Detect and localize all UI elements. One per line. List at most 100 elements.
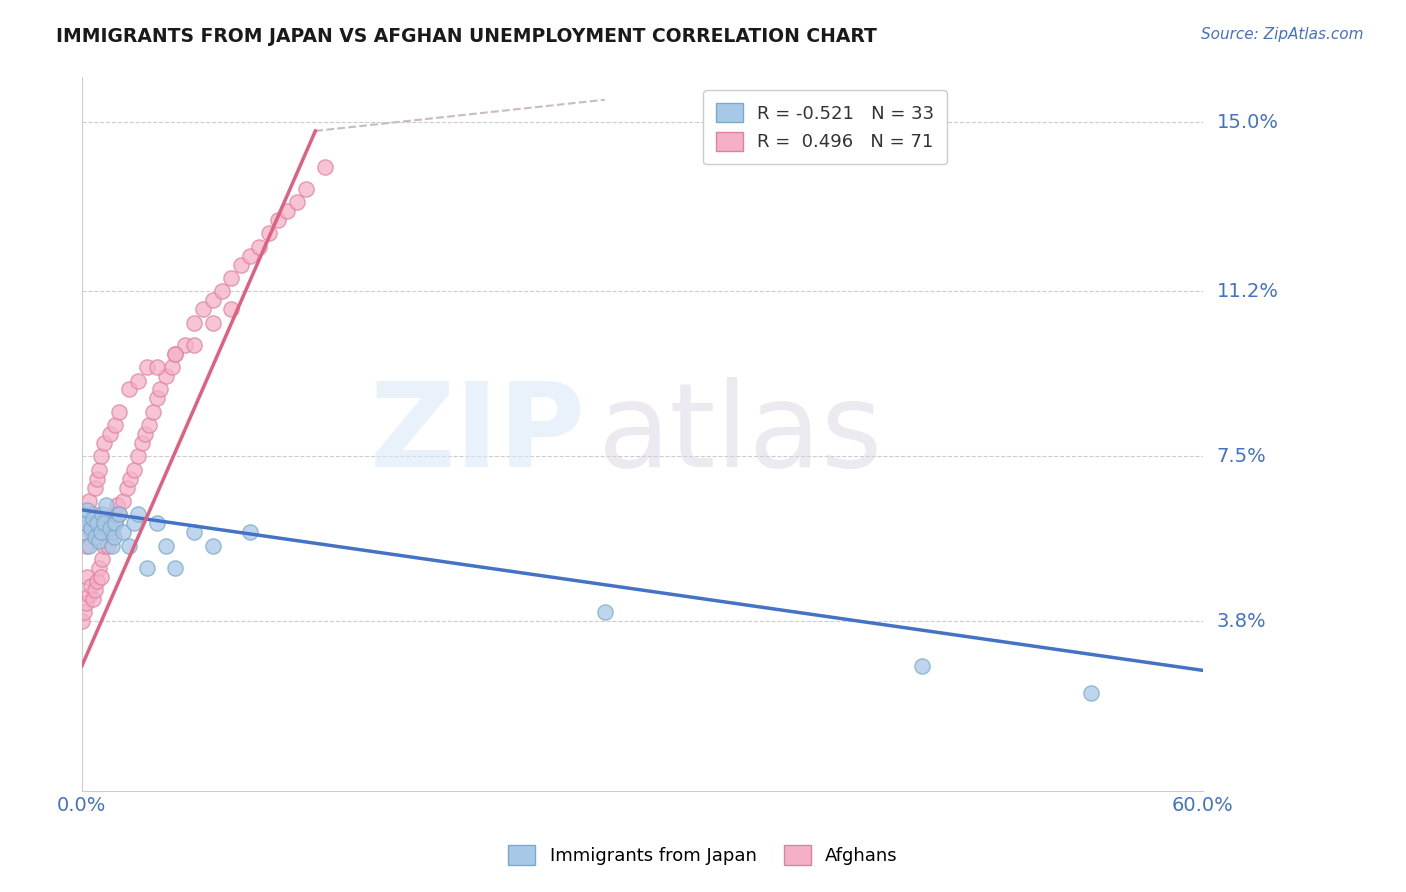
Point [127, 508, 149, 522]
Point [138, 418, 160, 433]
Point [86, 574, 108, 589]
Point [70, 615, 93, 629]
Point [136, 561, 159, 575]
Point [314, 160, 336, 174]
Point [201, 293, 224, 308]
Point [285, 195, 308, 210]
Text: 7.5%: 7.5% [1216, 447, 1267, 466]
Point [80, 525, 103, 540]
Point [111, 494, 134, 508]
Point [108, 508, 131, 522]
Point [165, 347, 187, 361]
Point [76, 503, 98, 517]
Point [103, 508, 125, 522]
Point [122, 516, 145, 531]
Point [165, 347, 187, 361]
Point [98, 427, 121, 442]
Point [98, 521, 121, 535]
Point [73, 606, 96, 620]
Point [98, 516, 121, 531]
Point [149, 383, 172, 397]
Point [201, 539, 224, 553]
Point [155, 369, 177, 384]
Point [160, 360, 183, 375]
Point [117, 539, 139, 553]
Text: IMMIGRANTS FROM JAPAN VS AFGHAN UNEMPLOYMENT CORRELATION CHART: IMMIGRANTS FROM JAPAN VS AFGHAN UNEMPLOY… [56, 27, 877, 45]
Point [87, 463, 110, 477]
Point [173, 338, 195, 352]
Point [165, 561, 187, 575]
Point [136, 360, 159, 375]
Point [93, 516, 115, 531]
Point [105, 499, 128, 513]
Text: 15.0%: 15.0% [1216, 112, 1278, 131]
Point [257, 227, 280, 241]
Point [90, 570, 112, 584]
Point [100, 525, 122, 540]
Point [193, 302, 215, 317]
Point [239, 249, 262, 263]
Point [82, 512, 104, 526]
Point [104, 516, 127, 531]
Point [134, 427, 156, 442]
Point [276, 204, 298, 219]
Point [117, 383, 139, 397]
Point [267, 213, 290, 227]
Point [87, 534, 110, 549]
Point [122, 463, 145, 477]
Point [84, 530, 107, 544]
Legend: R = -0.521   N = 33, R =  0.496   N = 71: R = -0.521 N = 33, R = 0.496 N = 71 [703, 90, 948, 164]
Point [593, 606, 616, 620]
Text: 3.8%: 3.8% [1216, 612, 1267, 631]
Point [183, 316, 205, 330]
Point [82, 592, 104, 607]
Point [84, 481, 107, 495]
Point [75, 516, 97, 531]
Point [183, 525, 205, 540]
Point [221, 302, 243, 317]
Point [115, 481, 138, 495]
Text: 11.2%: 11.2% [1216, 282, 1278, 301]
Point [93, 436, 115, 450]
Point [104, 418, 127, 433]
Point [91, 552, 114, 566]
Text: ZIP: ZIP [370, 376, 586, 491]
Text: Source: ZipAtlas.com: Source: ZipAtlas.com [1201, 27, 1364, 42]
Point [91, 508, 114, 522]
Point [79, 539, 101, 553]
Point [76, 516, 98, 531]
Point [97, 539, 120, 553]
Point [86, 472, 108, 486]
Point [229, 258, 252, 272]
Point [145, 516, 167, 531]
Point [221, 271, 243, 285]
Legend: Immigrants from Japan, Afghans: Immigrants from Japan, Afghans [499, 836, 907, 874]
Point [79, 588, 101, 602]
Point [90, 450, 112, 464]
Point [82, 508, 104, 522]
Point [120, 472, 142, 486]
Point [1080, 685, 1102, 699]
Point [70, 508, 93, 522]
Point [73, 525, 96, 540]
Point [183, 338, 205, 352]
Point [84, 583, 107, 598]
Point [86, 516, 108, 531]
Point [100, 539, 122, 553]
Point [145, 392, 167, 406]
Point [142, 405, 165, 419]
Point [75, 539, 97, 553]
Point [90, 525, 112, 540]
Point [87, 561, 110, 575]
Point [131, 436, 153, 450]
Point [93, 539, 115, 553]
Point [76, 570, 98, 584]
Point [127, 450, 149, 464]
Point [239, 525, 262, 540]
Point [79, 494, 101, 508]
Point [201, 316, 224, 330]
Point [80, 521, 103, 535]
Point [94, 525, 117, 540]
Point [108, 508, 131, 522]
Point [80, 579, 103, 593]
